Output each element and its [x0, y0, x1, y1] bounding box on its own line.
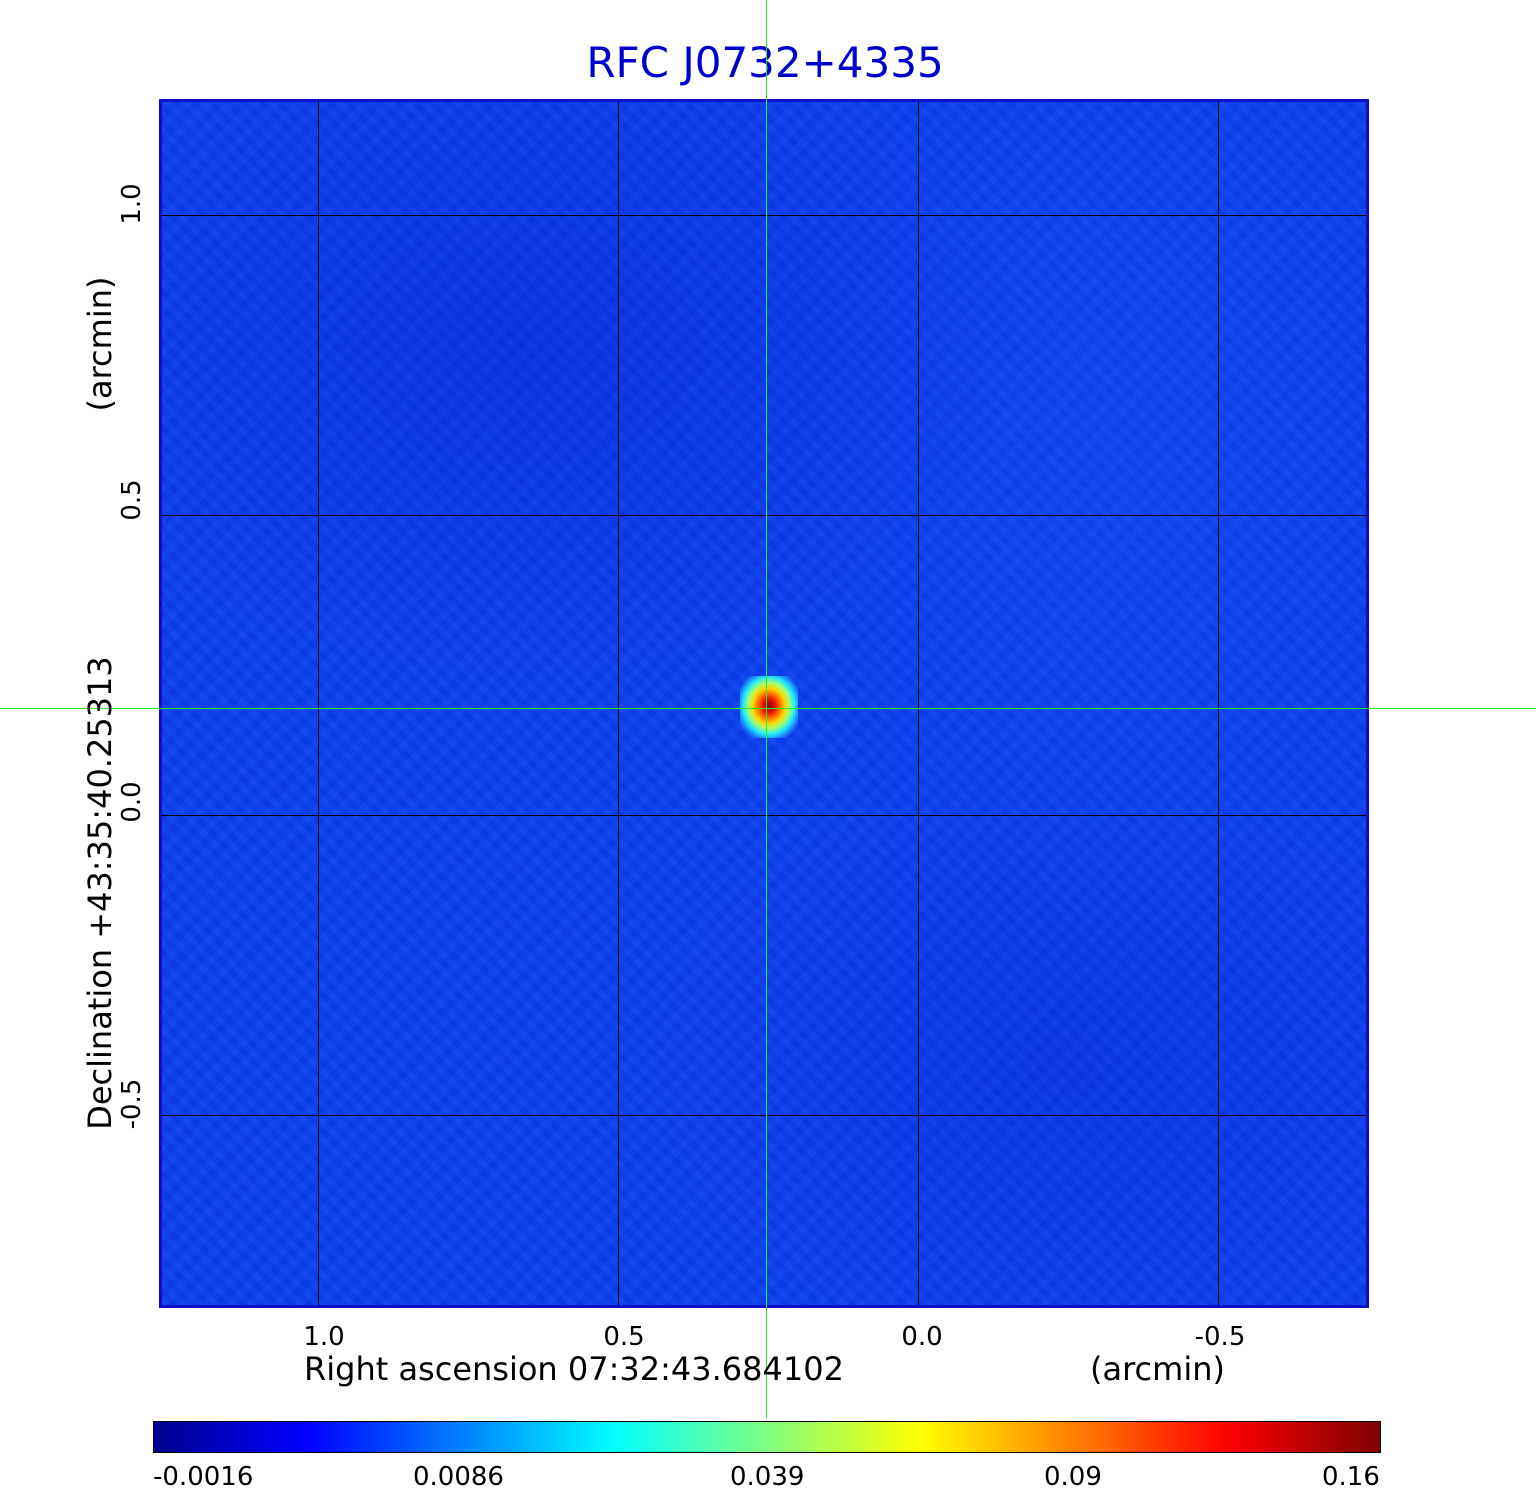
- grid-line-dec-0.5: [162, 515, 1366, 516]
- y-tick-label: 1.0: [117, 183, 147, 225]
- colorbar-label: 0.16: [1322, 1462, 1380, 1492]
- grid-line-dec-0.0: [162, 815, 1366, 816]
- y-axis-label: Declination +43:35:40.25313: [81, 656, 119, 1130]
- y-tick-label: 0.5: [117, 479, 147, 521]
- y-axis-unit: (arcmin): [81, 276, 119, 412]
- colorbar-label: -0.0016: [153, 1462, 254, 1492]
- colorbar-label: 0.09: [1044, 1462, 1102, 1492]
- x-axis-label: Right ascension 07:32:43.684102: [304, 1350, 844, 1388]
- x-tick-label: 0.5: [603, 1322, 645, 1352]
- y-tick-label: 0.0: [117, 781, 147, 823]
- colorbar: [153, 1421, 1381, 1453]
- colorbar-label: 0.0086: [413, 1462, 504, 1492]
- crosshair-vertical: [766, 0, 767, 1418]
- x-axis-unit: (arcmin): [1090, 1350, 1225, 1388]
- x-tick-label: 0.0: [901, 1322, 943, 1352]
- grid-line-dec-minus-0.5: [162, 1115, 1366, 1116]
- grid-line-dec-1.0: [162, 215, 1366, 216]
- y-tick-label: -0.5: [117, 1078, 147, 1130]
- figure-title: RFC J0732+4335: [586, 38, 944, 87]
- grid-line-ra-minus-0.5: [1218, 102, 1219, 1305]
- radio-source: [740, 676, 798, 738]
- x-tick-label: -0.5: [1194, 1322, 1246, 1352]
- crosshair-horizontal: [0, 708, 1536, 709]
- grid-line-ra-0.5: [618, 102, 619, 1305]
- grid-line-ra-1.0: [318, 102, 319, 1305]
- colorbar-label: 0.039: [730, 1462, 805, 1492]
- image-map: [159, 99, 1369, 1308]
- grid-line-ra-0.0: [918, 102, 919, 1305]
- x-tick-label: 1.0: [303, 1322, 345, 1352]
